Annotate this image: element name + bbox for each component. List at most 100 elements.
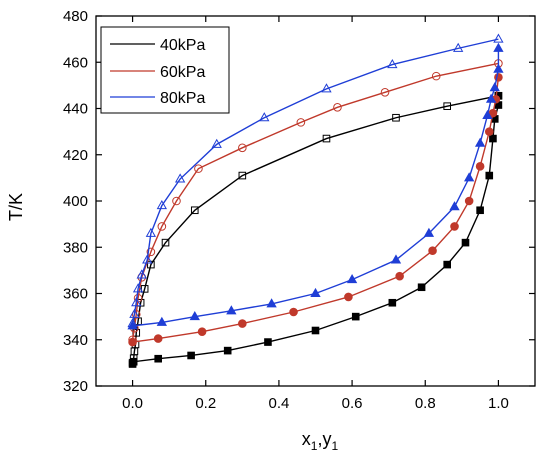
vapor-point [493, 33, 504, 43]
liquid-point [464, 196, 474, 206]
y-tick-label: 400 [63, 193, 88, 210]
legend-label-80kpa: 80kPa [160, 90, 205, 107]
vapor-point [190, 206, 199, 215]
liquid-point [390, 254, 402, 264]
y-tick-label: 380 [63, 239, 88, 256]
vapor-point [136, 269, 147, 279]
vapor-point [431, 71, 441, 81]
liquid-point [475, 162, 485, 171]
x-tick-label: 0.0 [122, 395, 143, 412]
vapor-point [259, 112, 270, 122]
liquid-point [450, 222, 459, 231]
liquid-point [388, 298, 397, 307]
legend: 40kPa 60kPa 80kPa [100, 26, 230, 114]
liquid-point [485, 171, 494, 180]
vapor-point [157, 222, 167, 231]
vapor-point [238, 171, 247, 180]
liquid-point [449, 201, 460, 211]
plot-content [127, 33, 504, 368]
liquid-point [154, 354, 162, 363]
vapor-point [156, 200, 168, 210]
bubble-line [131, 95, 500, 365]
y-tick-label: 480 [63, 8, 88, 25]
liquid-point [417, 283, 426, 292]
liquid-point [461, 238, 470, 247]
series-80kPa [127, 33, 504, 330]
vapor-point [211, 138, 222, 148]
dew-line [131, 62, 499, 340]
series-60kPa [128, 59, 503, 347]
liquid-point [310, 287, 321, 297]
vapor-point [194, 164, 203, 173]
liquid-point [485, 93, 497, 103]
vapor-point [453, 42, 464, 52]
vapor-point [172, 196, 181, 206]
vapor-point [161, 238, 170, 247]
x-axis-label-x1: x [302, 429, 311, 449]
vapor-point [387, 58, 398, 69]
vapor-point [296, 118, 306, 127]
vapor-point [127, 317, 138, 328]
x-axis-label-sub1: 1 [311, 439, 318, 453]
vapor-point [128, 335, 137, 345]
liquid-point [266, 298, 277, 308]
series-40kPa [128, 91, 503, 368]
liquid-point [289, 307, 298, 317]
vapor-point [333, 103, 342, 112]
vapor-point [321, 83, 332, 93]
liquid-point [189, 311, 200, 321]
liquid-point [238, 319, 247, 328]
vapor-point [238, 143, 247, 153]
x-axis-label-sub2: 1 [332, 439, 339, 453]
liquid-point [474, 137, 486, 147]
vapor-point [146, 247, 156, 257]
liquid-point [482, 109, 493, 119]
x-tick-label: 0.4 [268, 395, 289, 412]
x-tick-label: 0.6 [342, 395, 363, 412]
y-tick-label: 320 [63, 378, 88, 395]
liquid-point [423, 227, 435, 237]
vapor-point [132, 329, 141, 337]
liquid-point [264, 338, 272, 346]
x-axis-label-comma: ,y [317, 429, 331, 449]
axes: 0.0 0.2 0.4 0.6 0.8 1.0 320 340 360 380 400 420 440 4… [63, 8, 535, 412]
liquid-point [395, 271, 404, 281]
liquid-point [489, 134, 497, 143]
legend-box [100, 26, 230, 114]
y-tick-label: 440 [63, 101, 88, 118]
liquid-point [223, 346, 232, 355]
vapor-point [131, 297, 142, 307]
vapor-point [142, 254, 153, 264]
liquid-point [153, 334, 163, 343]
x-axis-label: x1,y1 [302, 429, 339, 453]
liquid-point [128, 337, 137, 347]
liquid-point [443, 260, 451, 269]
vapor-point [131, 310, 141, 319]
vapor-point [128, 359, 137, 367]
vapor-point [129, 308, 140, 318]
vapor-point [443, 102, 451, 110]
dew-line [131, 95, 499, 364]
x-tick-label: 0.2 [195, 395, 216, 412]
liquid-point [476, 206, 484, 215]
vapor-point [132, 283, 144, 293]
liquid-point [351, 312, 360, 321]
liquid-point [484, 127, 494, 136]
liquid-point [311, 326, 320, 335]
x-tick-label: 0.8 [415, 395, 436, 412]
x-tick-label: 1.0 [488, 395, 509, 412]
vapor-point [140, 285, 149, 293]
y-tick-label: 360 [63, 286, 88, 303]
liquid-point [156, 316, 168, 326]
liquid-point [226, 305, 237, 315]
y-tick-label: 420 [63, 147, 88, 164]
vapor-point [145, 227, 157, 237]
legend-label-60kpa: 60kPa [160, 64, 205, 81]
liquid-point [197, 327, 207, 336]
vapor-point [322, 134, 331, 143]
liquid-point [344, 292, 353, 302]
y-tick-label: 340 [63, 332, 88, 349]
y-axis-label: T/K [6, 193, 26, 221]
vapor-point [380, 88, 390, 97]
